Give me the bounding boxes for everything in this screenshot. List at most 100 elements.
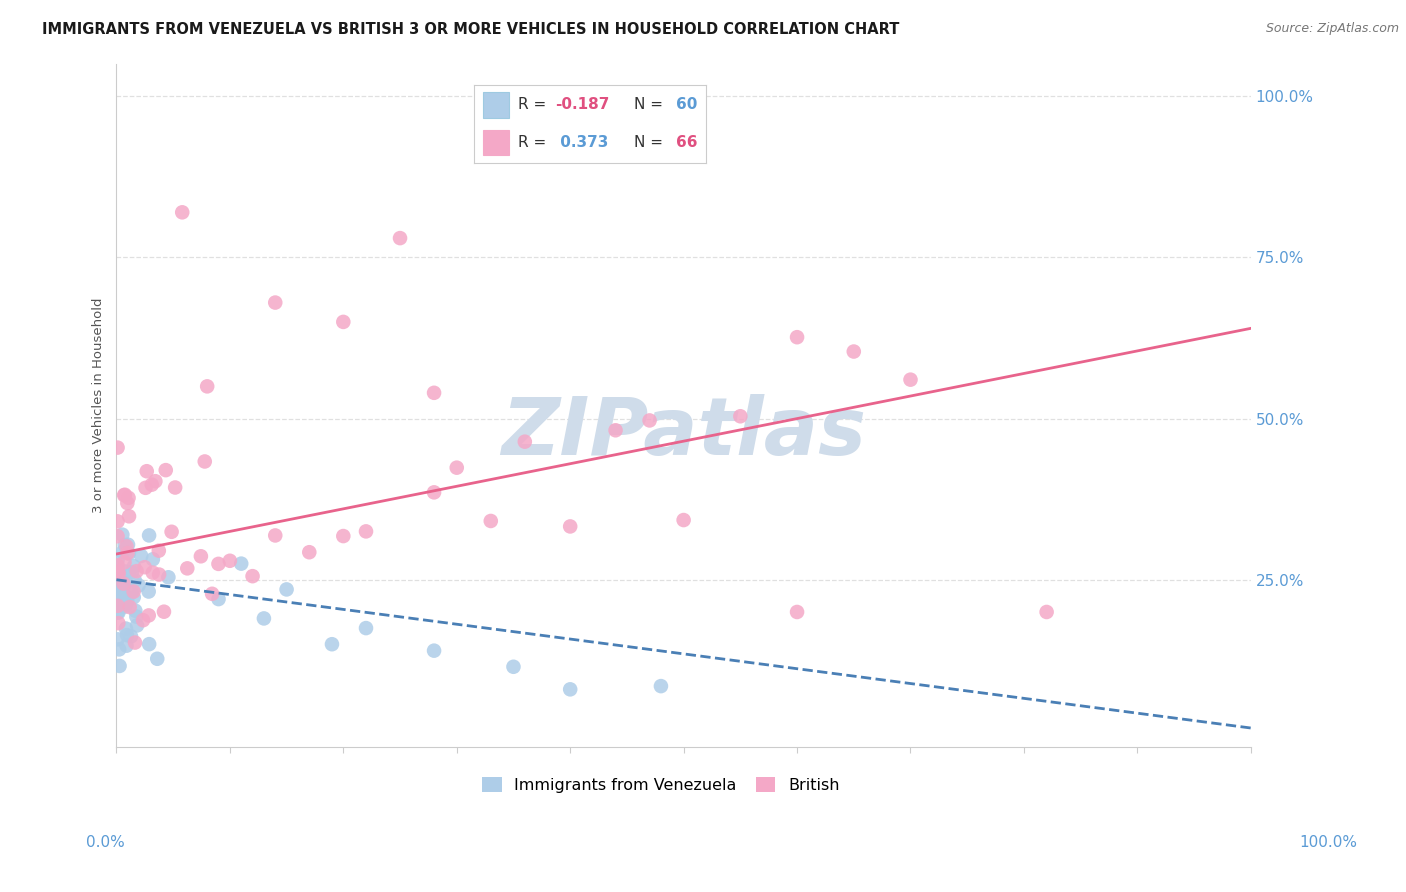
Point (112, 576, 135, 591)
Point (107, 529, 129, 543)
Point (108, 566, 131, 581)
Point (108, 575, 131, 590)
Point (125, 564, 148, 578)
Point (114, 576, 136, 591)
Point (128, 578, 150, 592)
Point (120, 629, 142, 643)
Point (502, 660, 524, 674)
Point (111, 545, 134, 559)
Y-axis label: 3 or more Vehicles in Household: 3 or more Vehicles in Household (93, 298, 105, 514)
Point (157, 570, 180, 584)
Point (253, 611, 276, 625)
Point (122, 591, 145, 605)
Point (142, 566, 165, 580)
Point (842, 344, 865, 359)
Point (108, 642, 131, 657)
Point (195, 379, 218, 393)
Point (111, 598, 134, 612)
Point (423, 385, 446, 400)
Point (172, 205, 194, 219)
Point (107, 558, 129, 573)
Point (332, 315, 354, 329)
Point (124, 574, 146, 588)
Point (160, 524, 183, 539)
Point (560, 682, 582, 697)
Point (389, 231, 412, 245)
Point (176, 561, 198, 575)
Point (190, 549, 212, 564)
Point (107, 566, 129, 581)
Point (117, 496, 139, 510)
Point (112, 579, 135, 593)
Point (786, 330, 808, 344)
Point (121, 565, 143, 579)
Point (111, 581, 134, 595)
Legend: Immigrants from Venezuela, British: Immigrants from Venezuela, British (474, 769, 848, 801)
Point (108, 659, 131, 673)
Point (122, 559, 145, 574)
Point (107, 514, 129, 528)
Point (117, 593, 139, 607)
Point (231, 557, 253, 571)
Point (110, 571, 132, 585)
Point (354, 621, 377, 635)
Point (114, 488, 136, 502)
Point (111, 579, 134, 593)
Point (423, 485, 446, 500)
Point (672, 513, 695, 527)
Point (138, 637, 160, 651)
Point (605, 423, 627, 437)
Point (114, 565, 136, 579)
Point (264, 528, 287, 542)
Point (138, 608, 160, 623)
Point (354, 524, 377, 539)
Point (638, 413, 661, 427)
Point (730, 409, 752, 424)
Point (148, 543, 170, 558)
Point (145, 474, 167, 488)
Point (121, 585, 143, 599)
Point (117, 538, 139, 552)
Point (122, 584, 145, 599)
Point (132, 613, 155, 627)
Point (114, 591, 136, 606)
Point (218, 554, 240, 568)
Point (115, 628, 138, 642)
Point (112, 488, 135, 502)
Point (165, 481, 187, 495)
Point (146, 652, 169, 666)
Point (114, 538, 136, 552)
Point (107, 605, 129, 619)
Point (114, 598, 136, 612)
Point (138, 528, 160, 542)
Point (148, 567, 170, 582)
Point (111, 527, 134, 541)
Point (207, 557, 229, 571)
Point (107, 565, 129, 579)
Text: 0.0%: 0.0% (86, 836, 125, 850)
Point (107, 616, 129, 631)
Point (201, 587, 224, 601)
Text: IMMIGRANTS FROM VENEZUELA VS BRITISH 3 OR MORE VEHICLES IN HOUSEHOLD CORRELATION: IMMIGRANTS FROM VENEZUELA VS BRITISH 3 O… (42, 22, 900, 37)
Point (124, 604, 146, 618)
Point (129, 549, 152, 563)
Point (276, 582, 298, 597)
Point (900, 373, 922, 387)
Point (115, 575, 138, 590)
Point (124, 635, 146, 649)
Point (107, 632, 129, 647)
Point (110, 591, 132, 605)
Point (115, 539, 138, 553)
Point (117, 491, 139, 505)
Point (155, 463, 177, 477)
Point (321, 637, 343, 651)
Point (110, 586, 132, 600)
Point (118, 546, 141, 560)
Point (135, 481, 157, 495)
Point (135, 464, 157, 478)
Point (118, 600, 141, 615)
Point (513, 434, 536, 449)
Point (242, 569, 264, 583)
Point (125, 609, 148, 624)
Point (107, 606, 129, 620)
